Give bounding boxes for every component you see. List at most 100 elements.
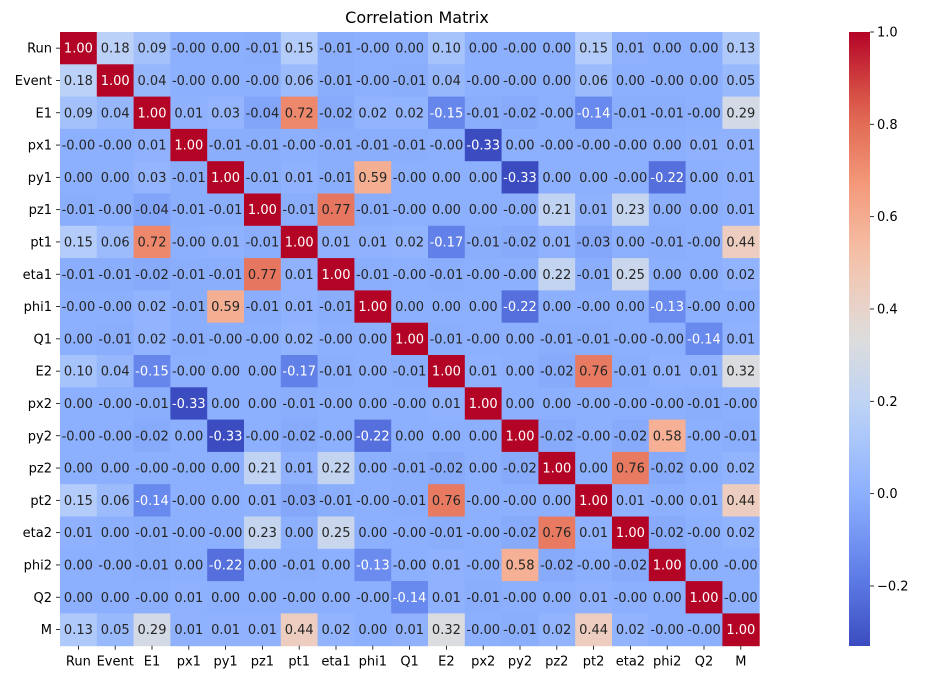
heatmap-cell	[354, 484, 392, 517]
cell-value-label: -0.04	[135, 203, 169, 218]
heatmap-cell	[501, 290, 539, 324]
cell-value-label: -0.00	[98, 139, 132, 154]
heatmap-cell	[317, 32, 355, 65]
cell-value-label: 0.02	[616, 623, 645, 638]
heatmap-cell	[722, 516, 760, 550]
heatmap-cell	[612, 516, 650, 550]
cell-value-label: -0.00	[98, 203, 132, 218]
cell-value-label: 0.01	[322, 235, 351, 250]
cell-value-label: 0.00	[690, 42, 719, 57]
colorbar-tick-label: −0.2	[877, 579, 909, 594]
column-tick-label: pt1	[288, 655, 310, 670]
heatmap-cell	[575, 290, 613, 324]
cell-value-label: 0.04	[138, 74, 167, 89]
cell-value-label: 0.00	[211, 397, 240, 412]
heatmap-cell	[170, 322, 208, 356]
heatmap-cell	[170, 355, 208, 388]
heatmap-cell	[538, 128, 576, 162]
cell-value-label: 0.00	[211, 591, 240, 606]
cell-value-label: -0.00	[172, 494, 206, 509]
heatmap-cell	[722, 64, 760, 98]
cell-value-label: 0.44	[726, 235, 755, 250]
cell-value-label: 0.00	[358, 397, 387, 412]
heatmap-cell	[428, 613, 466, 647]
heatmap-cell	[207, 355, 245, 388]
heatmap-cell	[170, 225, 208, 259]
heatmap-cell	[354, 387, 392, 421]
cell-value-label: 0.00	[322, 591, 351, 606]
heatmap-cell	[648, 64, 687, 98]
heatmap-cell	[538, 290, 576, 324]
cell-value-label: 0.06	[285, 74, 314, 89]
cell-value-label: 0.00	[358, 623, 387, 638]
heatmap-cell	[317, 355, 355, 388]
heatmap-cell	[391, 193, 429, 227]
heatmap-cell	[391, 258, 429, 291]
cell-value-label: 0.59	[358, 171, 387, 186]
heatmap-cell	[354, 355, 392, 388]
heatmap-cell	[391, 32, 429, 65]
heatmap-cell	[60, 32, 98, 65]
heatmap-cell	[722, 548, 760, 582]
cell-value-label: -0.02	[430, 462, 464, 477]
heatmap-cell	[538, 355, 576, 388]
cell-value-label: 0.00	[358, 462, 387, 477]
heatmap-cell	[575, 161, 613, 194]
cell-value-label: -0.01	[62, 268, 96, 283]
cell-value-label: -0.00	[466, 558, 500, 573]
cell-value-label: -0.33	[172, 397, 206, 412]
heatmap-cell	[244, 419, 282, 453]
heatmap-cell	[685, 258, 723, 291]
cell-value-label: 0.02	[726, 462, 755, 477]
heatmap-cell	[317, 613, 355, 647]
heatmap-cell	[648, 225, 687, 259]
heatmap-cell	[538, 581, 576, 614]
cell-value-label: 0.01	[248, 494, 277, 509]
heatmap-cell	[280, 32, 319, 65]
heatmap-cell	[428, 32, 466, 65]
cell-value-label: 0.00	[395, 429, 424, 444]
heatmap-cell	[575, 128, 613, 162]
heatmap-cell	[648, 548, 687, 582]
cell-value-label: -0.00	[319, 332, 353, 347]
heatmap-cell	[133, 96, 171, 130]
heatmap-cell	[207, 32, 245, 65]
heatmap-cell	[428, 290, 466, 324]
heatmap-cell	[722, 484, 760, 517]
heatmap-cell	[280, 64, 319, 98]
cell-value-label: -0.00	[209, 526, 243, 541]
heatmap-cell	[354, 64, 392, 98]
heatmap-cell	[685, 484, 723, 517]
heatmap-cell	[60, 193, 98, 227]
heatmap-cell	[538, 484, 576, 517]
cell-value-label: 0.01	[285, 171, 314, 186]
heatmap-cell	[648, 581, 687, 614]
cell-value-label: -0.01	[98, 268, 132, 283]
cell-value-label: -0.22	[209, 558, 243, 573]
heatmap-cell	[96, 161, 135, 194]
heatmap-cell	[207, 161, 245, 194]
cell-value-label: -0.00	[246, 332, 280, 347]
row-tick-label: pz1	[29, 203, 52, 218]
heatmap-cell	[207, 128, 245, 162]
heatmap-cell	[170, 581, 208, 614]
cell-value-label: 0.44	[726, 494, 755, 509]
cell-value-label: -0.02	[503, 462, 537, 477]
heatmap-cell	[280, 419, 319, 453]
heatmap-cell	[501, 225, 539, 259]
heatmap-cell	[575, 484, 613, 517]
heatmap-cell	[96, 581, 135, 614]
cell-value-label: 0.29	[138, 623, 167, 638]
cell-value-label: -0.00	[614, 171, 648, 186]
cell-value-label: -0.01	[282, 558, 316, 573]
heatmap-cell	[244, 355, 282, 388]
heatmap-cell	[317, 516, 355, 550]
cell-value-label: 0.00	[690, 462, 719, 477]
cell-value-label: -0.02	[650, 526, 684, 541]
heatmap-cell	[648, 322, 687, 356]
column-tick-label: Event	[97, 655, 134, 670]
cell-value-label: 0.00	[248, 591, 277, 606]
heatmap-cell	[464, 581, 503, 614]
cell-value-label: 0.06	[101, 494, 130, 509]
